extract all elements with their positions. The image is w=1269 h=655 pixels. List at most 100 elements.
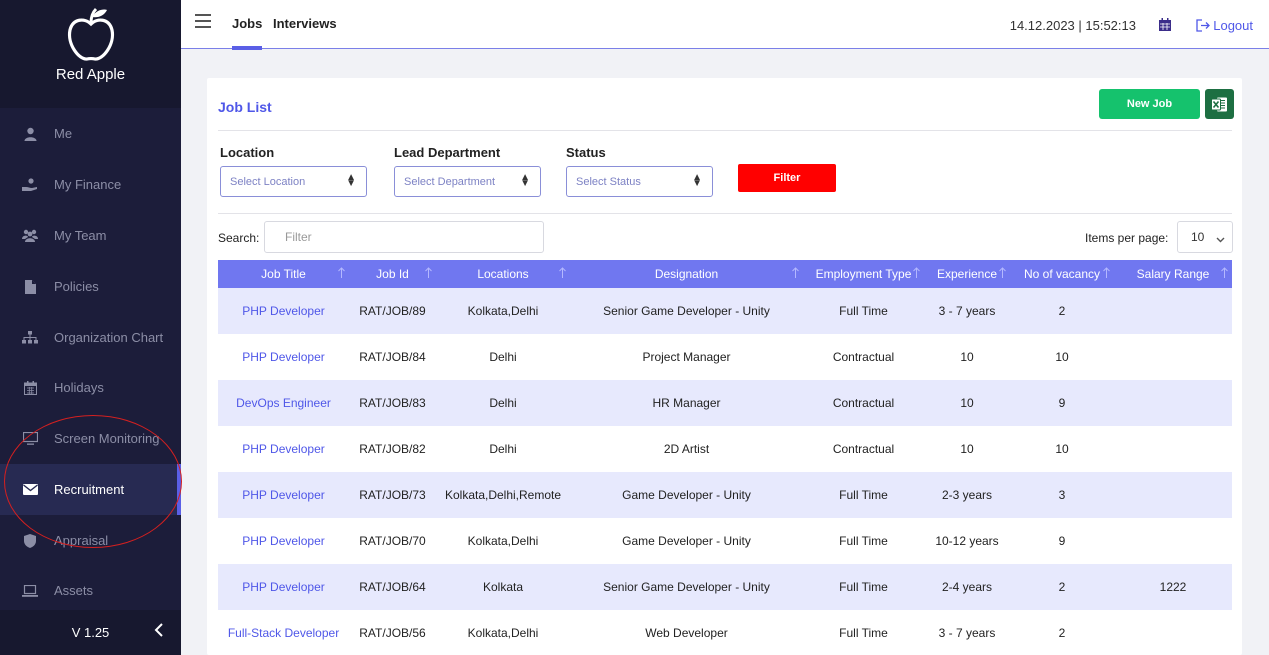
column-header[interactable]: Employment Type xyxy=(803,260,924,288)
tab-jobs[interactable]: Jobs xyxy=(232,16,263,50)
job-title-cell[interactable]: PHP Developer xyxy=(218,472,349,518)
table-row[interactable]: PHP Developer RAT/JOB/64 Kolkata Senior Gam… xyxy=(218,564,1232,610)
sidebar-item-recruitment[interactable]: Recruitment xyxy=(0,464,181,515)
search-label: Search: xyxy=(218,231,260,245)
sidebar-item-label: Me xyxy=(54,126,73,141)
sort-arrow-icon[interactable] xyxy=(1103,267,1110,281)
brand-name: Red Apple xyxy=(55,66,126,83)
new-job-button[interactable]: New Job xyxy=(1099,89,1200,119)
job-id-cell: RAT/JOB/70 xyxy=(349,518,436,564)
salary-range-cell xyxy=(1114,288,1232,334)
hamburger-menu-icon[interactable] xyxy=(195,14,211,28)
sidebar-item-label: Organization Chart xyxy=(54,330,164,345)
employment-type-cell: Contractual xyxy=(803,380,924,426)
logout-button[interactable]: Logout xyxy=(1196,18,1253,33)
sidebar: Red Apple Me My Finance My Team Policies… xyxy=(0,0,181,655)
excel-export-icon[interactable] xyxy=(1205,89,1234,119)
laptop-icon xyxy=(22,583,38,599)
tab-interviews[interactable]: Interviews xyxy=(273,16,337,31)
status-select[interactable]: Select Status ▲ ▼ xyxy=(566,166,713,197)
column-header[interactable]: Salary Range xyxy=(1114,260,1232,288)
lead-department-select[interactable]: Select Department ▲ ▼ xyxy=(394,166,541,197)
sort-arrow-icon[interactable] xyxy=(425,267,432,281)
job-title-cell[interactable]: DevOps Engineer xyxy=(218,380,349,426)
column-header[interactable]: Job Id xyxy=(349,260,436,288)
sidebar-item-organization-chart[interactable]: Organization Chart xyxy=(0,312,181,363)
locations-cell: Delhi xyxy=(436,334,570,380)
job-title-cell[interactable]: PHP Developer xyxy=(218,426,349,472)
location-select[interactable]: Select Location ▲ ▼ xyxy=(220,166,367,197)
sidebar-item-assets[interactable]: Assets xyxy=(0,565,181,616)
employment-type-cell: Contractual xyxy=(803,426,924,472)
sort-arrow-icon[interactable] xyxy=(999,267,1006,281)
collapse-sidebar-icon[interactable] xyxy=(154,623,163,640)
sort-arrow-icon[interactable] xyxy=(913,267,920,281)
column-header[interactable]: Locations xyxy=(436,260,570,288)
search-input[interactable] xyxy=(264,221,544,253)
salary-range-cell xyxy=(1114,518,1232,564)
table-row[interactable]: DevOps Engineer RAT/JOB/83 Delhi HR Manager… xyxy=(218,380,1232,426)
items-per-page-value: 10 xyxy=(1191,230,1205,244)
sidebar-item-policies[interactable]: Policies xyxy=(0,261,181,312)
calendar-icon xyxy=(22,380,38,396)
table-row[interactable]: PHP Developer RAT/JOB/82 Delhi 2D Artist Con… xyxy=(218,426,1232,472)
table-row[interactable]: PHP Developer RAT/JOB/73 Kolkata,Delhi,Rem… xyxy=(218,472,1232,518)
job-title-cell[interactable]: Full-Stack Developer xyxy=(218,610,349,655)
designation-cell: Senior Game Developer - Unity xyxy=(570,288,803,334)
sort-arrow-icon[interactable] xyxy=(1221,267,1228,281)
column-header[interactable]: No of vacancy xyxy=(1010,260,1114,288)
salary-range-cell xyxy=(1114,334,1232,380)
envelope-icon xyxy=(22,482,38,498)
monitor-icon xyxy=(22,431,38,447)
experience-cell: 10 xyxy=(924,426,1010,472)
chevron-down-icon xyxy=(1216,232,1225,246)
file-icon xyxy=(22,279,38,295)
sidebar-item-my-team[interactable]: My Team xyxy=(0,210,181,261)
experience-cell: 10 xyxy=(924,334,1010,380)
sidebar-item-appraisal[interactable]: Appraisal xyxy=(0,515,181,566)
sidebar-item-screen-monitoring[interactable]: Screen Monitoring xyxy=(0,413,181,464)
locations-cell: Kolkata,Delhi xyxy=(436,610,570,655)
brand-logo[interactable]: Red Apple xyxy=(0,0,181,108)
locations-cell: Kolkata,Delhi xyxy=(436,288,570,334)
column-header[interactable]: Designation xyxy=(570,260,803,288)
table-row[interactable]: PHP Developer RAT/JOB/84 Delhi Project Mana… xyxy=(218,334,1232,380)
divider xyxy=(218,213,1232,214)
location-label: Location xyxy=(220,145,275,160)
sidebar-item-me[interactable]: Me xyxy=(0,108,181,159)
column-header-label: Job Id xyxy=(376,267,409,281)
column-header[interactable]: Job Title xyxy=(218,260,349,288)
job-title-cell[interactable]: PHP Developer xyxy=(218,288,349,334)
vacancy-cell: 10 xyxy=(1010,334,1114,380)
department-select-value: Select Department xyxy=(404,175,496,188)
experience-cell: 10 xyxy=(924,380,1010,426)
job-id-cell: RAT/JOB/64 xyxy=(349,564,436,610)
sidebar-item-label: Appraisal xyxy=(54,533,109,548)
locations-cell: Delhi xyxy=(436,426,570,472)
select-arrows-icon: ▲ ▼ xyxy=(346,172,356,189)
hand-coin-icon xyxy=(22,177,38,193)
table-row[interactable]: PHP Developer RAT/JOB/89 Kolkata,Delhi Seni… xyxy=(218,288,1232,334)
sort-arrow-icon[interactable] xyxy=(559,267,566,281)
sort-arrow-icon[interactable] xyxy=(338,267,345,281)
job-title-cell[interactable]: PHP Developer xyxy=(218,334,349,380)
job-title-cell[interactable]: PHP Developer xyxy=(218,518,349,564)
locations-cell: Delhi xyxy=(436,380,570,426)
designation-cell: Project Manager xyxy=(570,334,803,380)
sidebar-item-my-finance[interactable]: My Finance xyxy=(0,159,181,210)
items-per-page-select[interactable]: 10 xyxy=(1177,221,1233,253)
sidebar-item-label: Holidays xyxy=(54,380,104,395)
column-header-label: No of vacancy xyxy=(1023,267,1101,281)
filter-button[interactable]: Filter xyxy=(738,164,836,192)
locations-cell: Kolkata xyxy=(436,564,570,610)
sort-arrow-icon[interactable] xyxy=(792,267,799,281)
vacancy-cell: 2 xyxy=(1010,564,1114,610)
calendar-icon[interactable] xyxy=(1159,18,1171,36)
column-header-label: Job Title xyxy=(261,267,306,281)
job-id-cell: RAT/JOB/84 xyxy=(349,334,436,380)
job-title-cell[interactable]: PHP Developer xyxy=(218,564,349,610)
table-row[interactable]: PHP Developer RAT/JOB/70 Kolkata,Delhi Game… xyxy=(218,518,1232,564)
table-row[interactable]: Full-Stack Developer RAT/JOB/56 Kolkata,De… xyxy=(218,610,1232,655)
column-header[interactable]: Experience xyxy=(924,260,1010,288)
sidebar-item-holidays[interactable]: Holidays xyxy=(0,362,181,413)
